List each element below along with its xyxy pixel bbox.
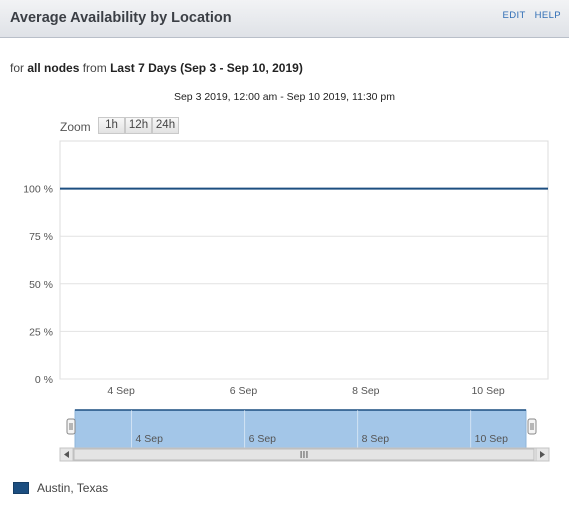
scrollbar-grip: III <box>300 449 309 461</box>
x-tick-label: 10 Sep <box>471 385 504 397</box>
y-tick-label: 75 % <box>29 231 53 243</box>
zoom-24h-button[interactable]: 24h <box>152 117 179 134</box>
legend-item-austin[interactable]: Austin, Texas <box>37 481 109 495</box>
date-range-text: Sep 3 2019, 12:00 am - Sep 10 2019, 11:3… <box>173 91 396 103</box>
zoom-1h-button[interactable]: 1h <box>98 117 125 134</box>
navigator-tick-label: 6 Sep <box>249 433 277 445</box>
x-tick-label: 4 Sep <box>107 385 135 397</box>
zoom-label: Zoom <box>60 120 91 134</box>
widget-header: Average Availability by Location EDIT HE… <box>0 0 569 38</box>
scrollbar-thumb[interactable] <box>73 448 535 461</box>
y-tick-label: 50 % <box>29 279 53 291</box>
help-link[interactable]: HELP <box>534 10 561 21</box>
navigator-tick-label: 10 Sep <box>475 433 508 445</box>
widget-title: Average Availability by Location <box>10 10 232 26</box>
arrow-left-icon <box>64 451 69 458</box>
navigator-tick-label: 8 Sep <box>362 433 390 445</box>
navigator-left-handle[interactable] <box>66 418 76 435</box>
navigator-right-handle[interactable] <box>527 418 537 435</box>
header-links: EDIT HELP <box>496 10 561 21</box>
navigator-tick-label: 4 Sep <box>136 433 164 445</box>
subtitle-nodes: all nodes <box>27 61 80 75</box>
y-tick-label: 0 % <box>35 374 53 386</box>
subtitle-period: Last 7 Days (Sep 3 - Sep 10, 2019) <box>110 61 303 75</box>
legend-swatch-austin[interactable] <box>13 482 29 494</box>
handle-body[interactable] <box>66 418 76 435</box>
edit-link[interactable]: EDIT <box>502 10 526 21</box>
handle-body[interactable] <box>527 418 537 435</box>
subtitle-prefix: for <box>10 61 25 75</box>
arrow-right-icon <box>540 451 545 458</box>
plot-area <box>59 140 549 380</box>
y-tick-label: 25 % <box>29 326 53 338</box>
x-tick-label: 6 Sep <box>230 385 258 397</box>
subtitle-middle: from <box>82 61 107 75</box>
zoom-12h-button[interactable]: 12h <box>125 117 152 134</box>
widget-subtitle: for all nodes from Last 7 Days (Sep 3 - … <box>10 61 303 75</box>
x-tick-label: 8 Sep <box>352 385 380 397</box>
y-tick-label: 100 % <box>23 184 53 196</box>
